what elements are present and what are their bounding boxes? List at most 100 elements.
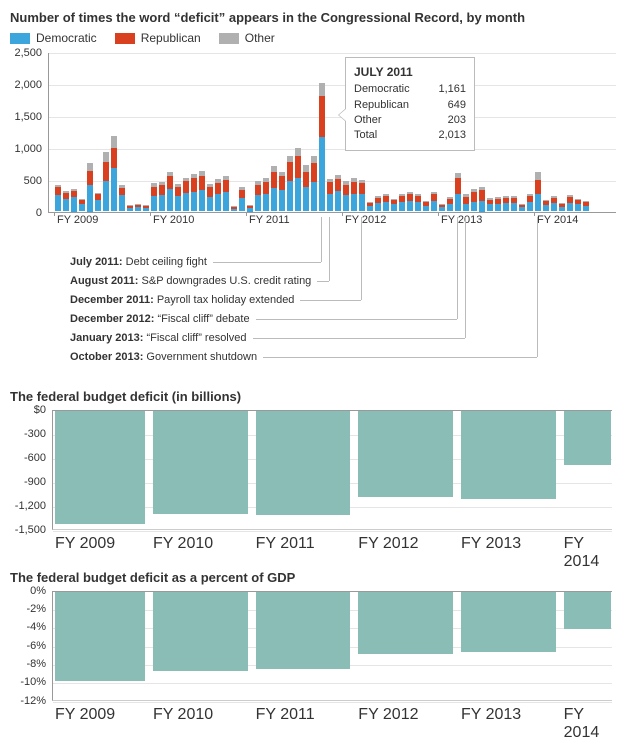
stacked-bar	[567, 195, 573, 212]
chart3-title: The federal budget deficit as a percent …	[10, 570, 618, 585]
x-label: FY 2009	[55, 535, 115, 553]
x-label: FY 2014	[564, 706, 612, 742]
chart2-plot-area: $0-300-600-900-1,200-1,500 FY 2009 FY 2010…	[10, 410, 618, 552]
seg-dem	[311, 182, 317, 211]
annotation-wire	[321, 217, 322, 262]
seg-dem	[479, 201, 485, 212]
callout-key: Republican	[354, 98, 409, 113]
seg-dem	[399, 202, 405, 212]
seg-rep	[335, 179, 341, 191]
stacked-bar	[495, 197, 501, 211]
seg-rep	[207, 187, 213, 197]
stacked-bar	[527, 194, 533, 212]
stacked-bar	[463, 194, 469, 211]
stacked-bar	[95, 193, 101, 212]
seg-dem	[255, 195, 261, 212]
seg-rep	[287, 162, 293, 181]
gridline	[49, 149, 616, 150]
x-tick	[246, 212, 247, 216]
annotation-wire	[465, 217, 466, 338]
x-label: FY 2011	[249, 214, 290, 226]
seg-rep	[471, 192, 477, 202]
stacked-bar	[415, 194, 421, 212]
deficit-bar	[358, 592, 453, 654]
x-tick	[534, 212, 535, 216]
seg-rep	[271, 172, 277, 187]
callout-val: 2,013	[438, 128, 466, 143]
x-tick	[438, 212, 439, 216]
annotation-leader	[256, 319, 457, 320]
annotation-bold: January 2013:	[70, 332, 143, 344]
y-tick-label: -6%	[26, 640, 46, 652]
stacked-bar	[79, 199, 85, 212]
stacked-bar	[239, 187, 245, 211]
seg-rep	[167, 176, 173, 189]
seg-dem	[207, 197, 213, 212]
annotation-bold: July 2011:	[70, 256, 123, 268]
seg-dem	[519, 207, 525, 211]
annotation: July 2011: Debt ceiling fight	[70, 253, 207, 272]
x-label: FY 2010	[153, 535, 213, 553]
stacked-bar	[207, 184, 213, 212]
annotation-bold: December 2012:	[70, 313, 154, 325]
stacked-bar	[423, 201, 429, 212]
seg-dem	[383, 202, 389, 212]
seg-rep	[183, 181, 189, 193]
stacked-bar	[279, 172, 285, 212]
seg-dem	[127, 208, 133, 212]
stacked-bar	[135, 204, 141, 211]
seg-dem	[375, 203, 381, 211]
seg-rep	[463, 197, 469, 204]
stacked-bar	[263, 178, 269, 211]
stacked-bar	[559, 203, 565, 211]
deficit-bar	[256, 592, 351, 670]
seg-dem	[175, 196, 181, 211]
seg-dem	[103, 181, 109, 212]
y-tick-label: -600	[24, 452, 46, 464]
deficit-bar	[461, 411, 556, 499]
x-tick	[54, 212, 55, 216]
seg-dem	[559, 207, 565, 211]
seg-rep	[159, 185, 165, 195]
stacked-bar	[111, 136, 117, 212]
legend-item: Republican	[115, 31, 201, 45]
seg-dem	[431, 201, 437, 211]
seg-rep	[87, 171, 93, 185]
seg-dem	[55, 195, 61, 212]
annotation-wire	[457, 217, 458, 319]
deficit-bar	[256, 411, 351, 515]
seg-dem	[199, 190, 205, 211]
annotation-leader	[263, 357, 537, 358]
seg-other	[535, 172, 541, 180]
x-label: FY 2011	[256, 535, 315, 553]
gridline	[53, 683, 612, 684]
stacked-bar	[295, 148, 301, 211]
callout-row: Total2,013	[354, 128, 466, 143]
seg-other	[103, 152, 109, 162]
stacked-bar	[351, 178, 357, 211]
seg-dem	[295, 178, 301, 212]
y-axis: $0-300-600-900-1,200-1,500	[10, 410, 50, 530]
seg-dem	[567, 203, 573, 212]
legend-label: Republican	[141, 31, 201, 45]
seg-dem	[95, 200, 101, 212]
x-label: FY 2013	[461, 706, 521, 724]
seg-dem	[415, 202, 421, 212]
stacked-bar	[343, 181, 349, 211]
annotation: December 2012: “Fiscal cliff” debate	[70, 310, 250, 329]
seg-rep	[215, 183, 221, 194]
deficit-bar	[55, 411, 145, 524]
x-label: FY 2012	[358, 706, 418, 724]
seg-dem	[111, 168, 117, 212]
x-label: FY 2010	[153, 214, 194, 226]
y-tick-label: 0%	[30, 585, 46, 597]
callout-title: JULY 2011	[354, 64, 466, 81]
stacked-bar	[103, 152, 109, 212]
chart1-plot-area: 05001,0001,5002,0002,500FY 2009FY 2010FY…	[10, 53, 618, 231]
stacked-bar	[223, 176, 229, 212]
seg-rep	[311, 163, 317, 182]
seg-rep	[351, 182, 357, 194]
annotation: December 2011: Payroll tax holiday exten…	[70, 291, 294, 310]
gridline	[53, 702, 612, 703]
seg-dem	[263, 194, 269, 212]
